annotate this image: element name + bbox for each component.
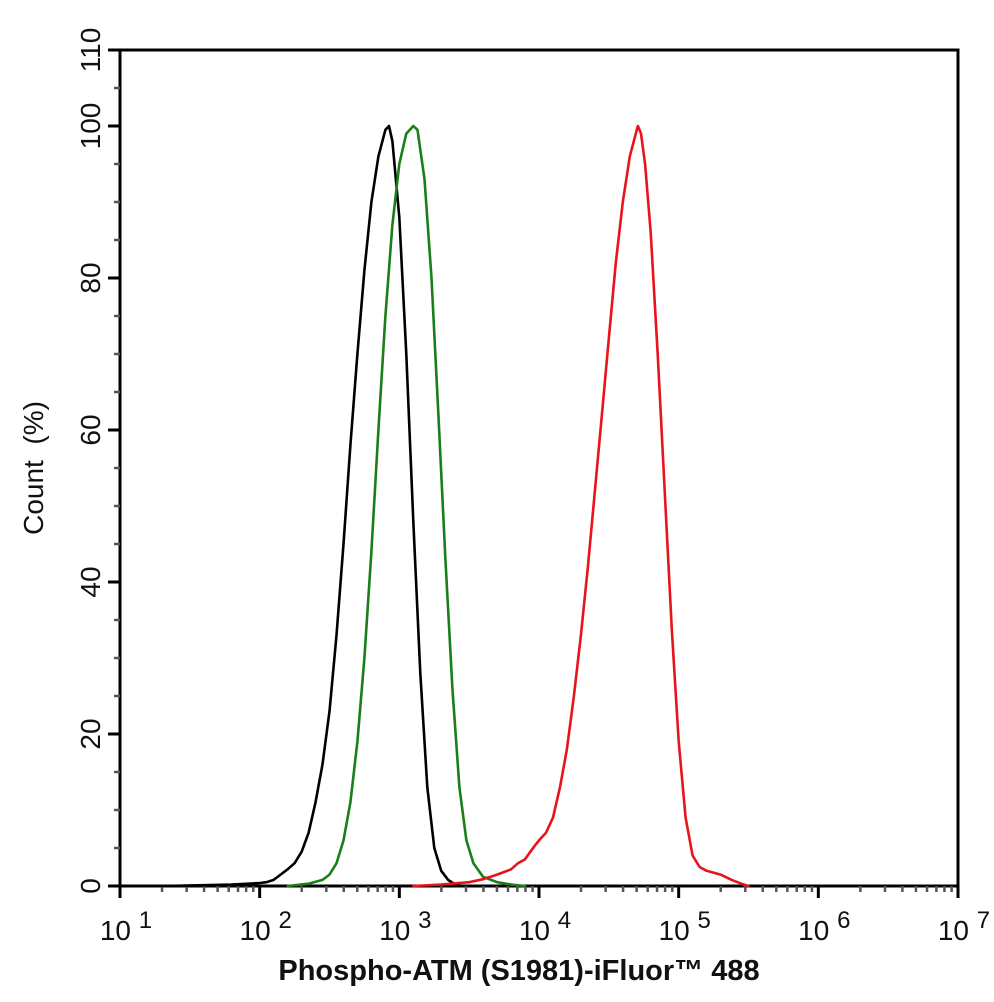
x-tick-label: 10 6 [798, 907, 850, 946]
series-layer [160, 124, 750, 888]
x-tick-label: 10 2 [240, 907, 292, 946]
series-curve [286, 124, 527, 888]
x-tick-label: 10 1 [100, 907, 152, 946]
series-curve [160, 124, 464, 888]
plot-frame [118, 48, 960, 888]
y-tick-label: 110 [75, 28, 106, 73]
y-tick-label: 100 [75, 103, 106, 150]
x-tick-label: 10 5 [659, 907, 711, 946]
x-tick-label: 10 4 [519, 907, 571, 946]
y-tick-label: 40 [75, 566, 106, 597]
series-curve [412, 124, 750, 888]
y-axis-label: Count (%) [18, 401, 49, 535]
y-axis-ticks: 0 20 40 60 80 100 110 [75, 28, 120, 894]
y-tick-label: 20 [75, 718, 106, 749]
x-tick-label: 10 7 [938, 907, 990, 946]
y-tick-label: 0 [75, 878, 106, 894]
x-tick-label: 10 3 [379, 907, 431, 946]
y-tick-label: 80 [75, 262, 106, 293]
x-axis-label: Phospho-ATM (S1981)-iFluor™ 488 [278, 955, 759, 987]
x-axis-ticks: 10 1 10 2 10 3 10 4 10 5 10 6 10 7 [100, 886, 990, 946]
y-tick-label: 60 [75, 414, 106, 445]
